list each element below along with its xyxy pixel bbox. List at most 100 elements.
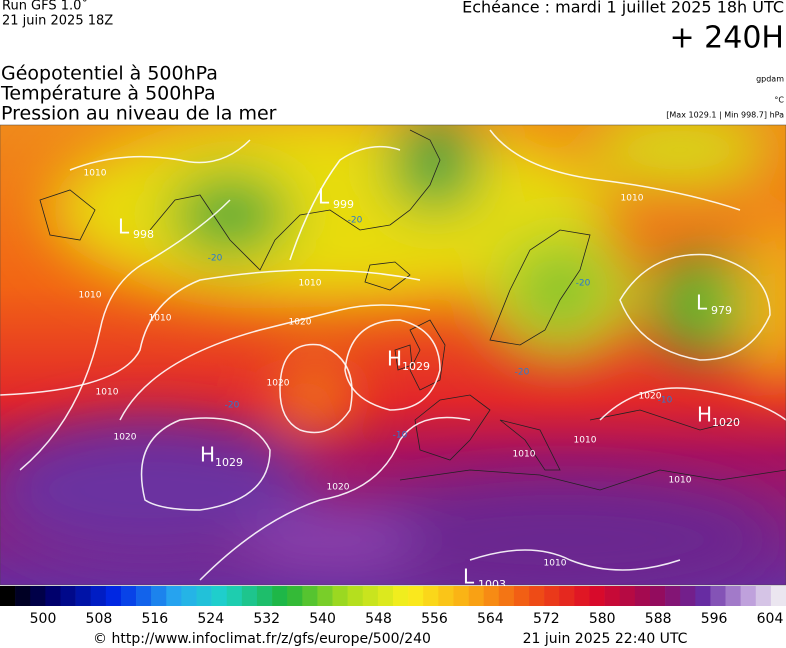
- colorbar-swatch: [166, 586, 182, 606]
- colorbar-label: 588: [645, 611, 672, 627]
- colorbar-swatch: [634, 586, 651, 606]
- colorbar-swatch: [0, 586, 16, 606]
- temperature-label: -20: [348, 216, 363, 226]
- isobar-label: 1010: [299, 279, 322, 289]
- map: [0, 125, 786, 585]
- colorbar-label: 524: [197, 611, 224, 627]
- colorbar-swatch: [136, 586, 152, 606]
- temperature-label: -20: [576, 279, 591, 289]
- isobar-label: 1010: [669, 476, 692, 486]
- colorbar-label: 572: [533, 611, 560, 627]
- colorbar-label: 580: [589, 611, 616, 627]
- colorbar-swatch: [317, 586, 333, 606]
- unit-pressure: [Max 1029.1 | Min 998.7] hPa: [666, 111, 784, 120]
- colorbar-swatch: [30, 586, 46, 606]
- colorbar-swatch: [559, 586, 575, 606]
- colorbar-swatch: [181, 586, 197, 606]
- isobar-label: 1010: [513, 450, 536, 460]
- colorbar-swatch: [408, 586, 424, 606]
- title-geopotential: Géopotentiel à 500hPa: [1, 63, 218, 85]
- center-letter: H: [200, 443, 215, 467]
- colorbar-swatch: [362, 586, 379, 606]
- colorbar-swatch: [347, 586, 364, 606]
- colorbar-swatch: [544, 586, 560, 606]
- colorbar-swatch: [725, 586, 741, 606]
- source-url: © http://www.infoclimat.fr/z/gfs/europe/…: [93, 631, 431, 647]
- colorbar-swatch: [15, 586, 31, 606]
- center-letter: H: [697, 403, 712, 427]
- colorbar-swatch: [226, 586, 243, 606]
- isobar-label: 1010: [621, 194, 644, 204]
- generated-time: 21 juin 2025 22:40 UTC: [523, 631, 688, 647]
- colorbar-swatch: [151, 586, 167, 606]
- center-value: 1020: [712, 416, 740, 429]
- colorbar-swatch: [75, 586, 91, 606]
- colorbar-swatch: [574, 586, 590, 606]
- colorbar-label: 564: [477, 611, 504, 627]
- colorbar-swatch: [302, 586, 318, 606]
- colorbar-swatch: [710, 586, 726, 606]
- colorbar-swatch: [468, 586, 484, 606]
- colorbar-swatch: [45, 586, 61, 606]
- colorbar-label: 532: [253, 611, 280, 627]
- temperature-label: -20: [225, 401, 240, 411]
- colorbar-swatch: [377, 586, 394, 606]
- title-temperature: Température à 500hPa: [0, 83, 216, 105]
- isobar-label: 1020: [639, 392, 662, 402]
- center-letter: L: [118, 215, 130, 239]
- center-letter: L: [463, 565, 475, 589]
- colorbar-swatch: [589, 586, 605, 606]
- colorbar-swatch: [770, 586, 786, 606]
- temperature-label: -20: [515, 368, 530, 378]
- colorbar-swatch: [604, 586, 621, 606]
- isobar-label: 1020: [327, 483, 350, 493]
- colorbar-swatch: [695, 586, 711, 606]
- colorbar-swatch: [665, 586, 681, 606]
- colorbar-swatch: [755, 586, 772, 606]
- colorbar-swatch: [498, 586, 515, 606]
- colorbar-swatch: [393, 586, 409, 606]
- colorbar-label: 500: [30, 611, 57, 627]
- center-letter: L: [318, 185, 330, 209]
- colorbar-label: 540: [309, 611, 336, 627]
- temperature-label: -10: [393, 431, 408, 441]
- colorbar-swatch: [649, 586, 666, 606]
- center-letter: H: [387, 347, 402, 371]
- isobar-label: 1010: [544, 559, 567, 569]
- isobar-label: 1020: [114, 433, 137, 443]
- isobar-label: 1010: [79, 291, 102, 301]
- center-value: 1029: [402, 360, 430, 373]
- lead-time: + 240H: [670, 21, 785, 56]
- colorbar-label: 548: [365, 611, 392, 627]
- colorbar-swatch: [438, 586, 454, 606]
- temperature-label: -20: [208, 254, 223, 264]
- colorbar-swatch: [740, 586, 757, 606]
- colorbar-label: 596: [701, 611, 728, 627]
- colorbar-swatch: [90, 586, 107, 606]
- center-value: 999: [333, 198, 354, 211]
- unit-geopotential: gpdam: [756, 75, 784, 84]
- colorbar-swatch: [513, 586, 530, 606]
- colorbar-swatch: [256, 586, 273, 606]
- colorbar-swatch: [423, 586, 439, 606]
- isobar-label: 1020: [289, 318, 312, 328]
- center-value: 1029: [215, 456, 243, 469]
- isobar-label: 1010: [149, 314, 172, 324]
- colorbar-swatch: [453, 586, 469, 606]
- temperature-label: -10: [658, 396, 673, 406]
- colorbar-swatch: [196, 586, 212, 606]
- run-date: 21 juin 2025 18Z: [2, 14, 113, 29]
- colorbar-swatch: [241, 586, 258, 606]
- center-value: 979: [711, 304, 732, 317]
- colorbar-swatch: [120, 586, 137, 606]
- colorbar-swatch: [60, 586, 76, 606]
- run-label: Run GFS 1.0˚: [2, 0, 88, 14]
- colorbar-swatch: [105, 586, 122, 606]
- colorbar-swatch: [529, 586, 545, 606]
- colorbar-swatch: [272, 586, 288, 606]
- colorbar: 500 508 516 524 532 540 548 556 564 572 580 588 596 6…: [0, 586, 786, 627]
- unit-temperature: °C: [774, 96, 784, 105]
- center-value: 998: [133, 228, 154, 241]
